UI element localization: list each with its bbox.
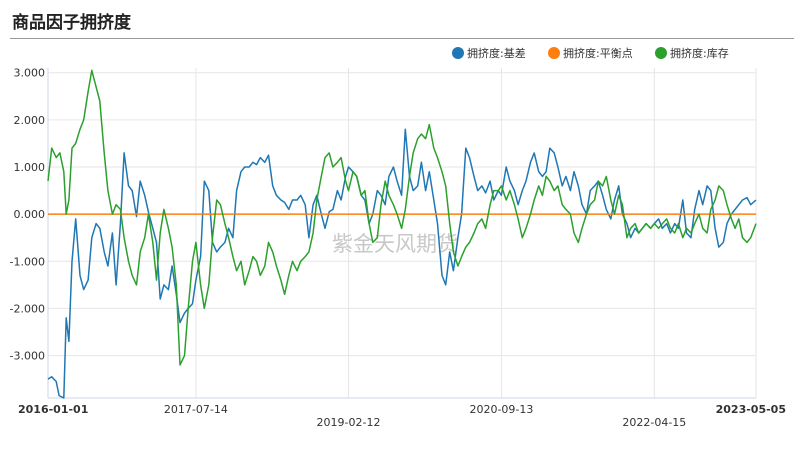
legend-marker xyxy=(548,47,560,59)
y-tick-label: -3.000 xyxy=(10,350,45,363)
y-tick-label: -2.000 xyxy=(10,302,45,315)
x-tick-label: 2022-04-15 xyxy=(622,416,686,429)
x-axis: 2016-01-01 2017-07-14 2019-02-12 2020-09-13… xyxy=(18,397,786,429)
watermark-text: 紫金天风期货 xyxy=(332,232,458,256)
title-divider xyxy=(10,38,794,39)
x-tick-label: 2023-05-05 xyxy=(716,403,786,416)
legend-item[interactable]: 拥挤度:库存 xyxy=(655,46,729,60)
y-tick-label: 0.000 xyxy=(14,208,46,221)
legend-label: 拥挤度:平衡点 xyxy=(563,46,633,60)
y-tick-label: 2.000 xyxy=(14,114,46,127)
series-line-2 xyxy=(47,69,757,366)
y-tick-label: 3.000 xyxy=(14,67,46,80)
y-tick-label: 1.000 xyxy=(14,161,46,174)
legend-label: 拥挤度:库存 xyxy=(670,46,729,60)
chart-title: 商品因子拥挤度 xyxy=(12,13,131,33)
legend-marker xyxy=(655,47,667,59)
y-axis: 3.000 2.000 1.000 0.000 -1.000 -2.000 -3.000 xyxy=(10,67,49,398)
legend-item[interactable]: 拥挤度:平衡点 xyxy=(548,46,633,60)
series-lines xyxy=(47,69,757,399)
series-line-0 xyxy=(47,128,757,399)
legend-marker xyxy=(452,47,464,59)
x-tick-label: 2019-02-12 xyxy=(317,416,381,429)
x-tick-label: 2016-01-01 xyxy=(18,403,88,416)
x-tick-label: 2017-07-14 xyxy=(164,403,228,416)
legend-label: 拥挤度:基差 xyxy=(467,46,526,60)
x-tick-label: 2020-09-13 xyxy=(469,403,533,416)
legend-item[interactable]: 拥挤度:基差 xyxy=(452,46,526,60)
y-tick-label: -1.000 xyxy=(10,255,45,268)
legend: 拥挤度:基差 拥挤度:平衡点 拥挤度:库存 xyxy=(452,46,729,60)
